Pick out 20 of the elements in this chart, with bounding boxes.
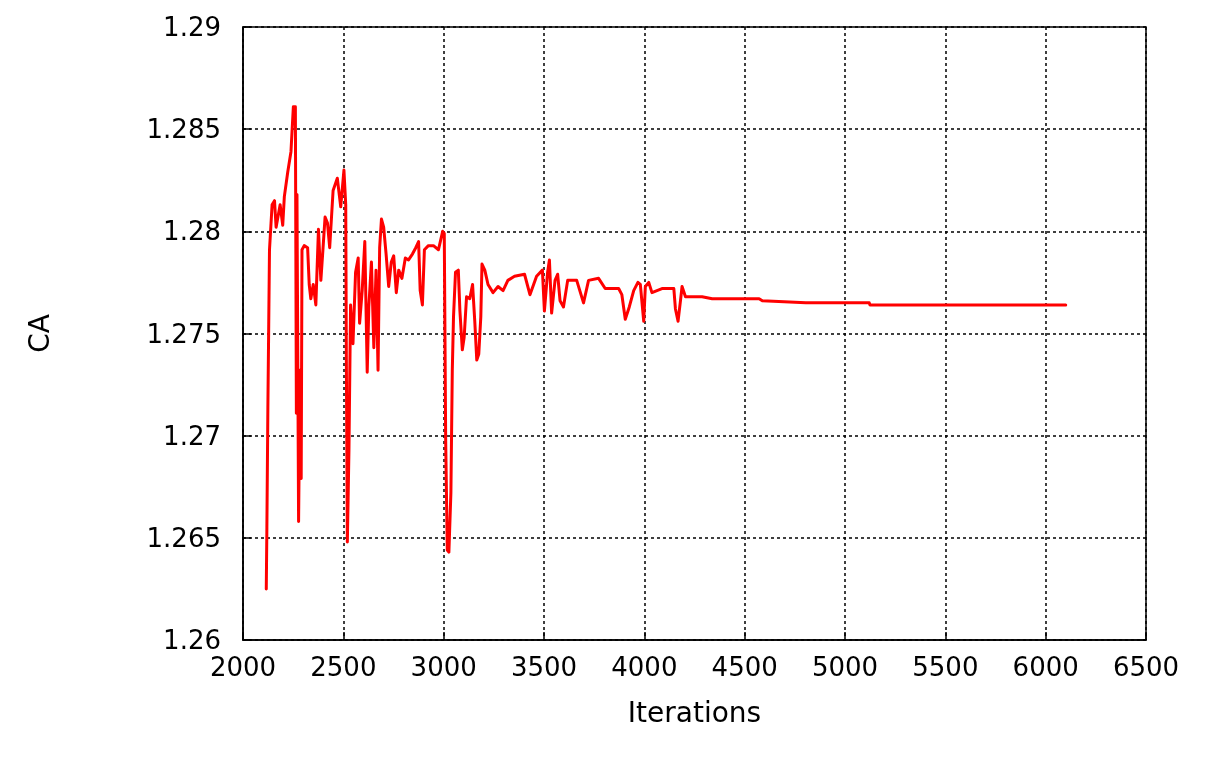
x-tick-label: 4000 [611,652,678,682]
x-tick-label: 6000 [1012,652,1079,682]
y-tick-label: 1.28 [163,216,221,247]
x-tick-label: 2000 [209,652,277,682]
y-tick-label: 1.285 [146,114,221,145]
x-tick-label: 3500 [510,652,578,682]
x-tick-label: 6500 [1112,652,1180,682]
x-tick-label: 2500 [310,652,377,682]
y-tick-label: 1.275 [146,318,221,349]
y-axis-title: CA [22,314,56,353]
line-series [264,105,1068,591]
y-tick-label: 1.26 [163,625,221,655]
y-tick-label: 1.265 [146,522,221,553]
x-tick-label: 5500 [912,652,979,682]
x-tick-label: 5000 [811,652,879,682]
x-tick-label: 4500 [711,652,778,682]
x-axis-title: Iterations [627,695,762,729]
y-tick-label: 1.27 [163,420,221,451]
y-tick-label: 1.29 [163,12,221,42]
x-tick-label: 3000 [410,652,477,682]
